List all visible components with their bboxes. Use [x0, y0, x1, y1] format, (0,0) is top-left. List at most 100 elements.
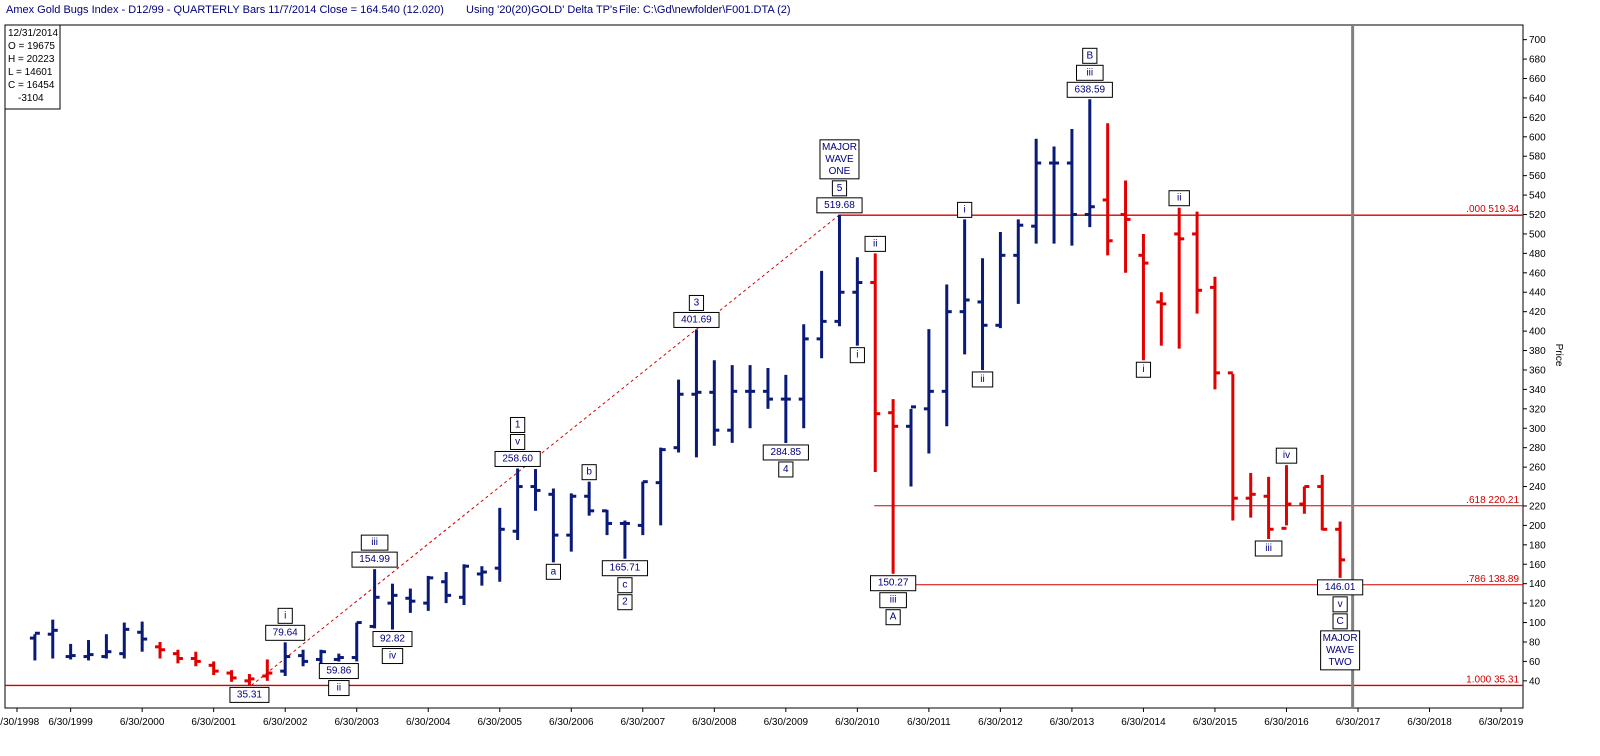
ohlc-bar — [548, 488, 559, 563]
ohlc-bar — [351, 621, 362, 662]
x-tick-label: 6/30/2019 — [1479, 717, 1524, 728]
wave-label: iii — [360, 534, 389, 551]
y-tick-label: 380 — [1529, 346, 1546, 357]
x-tick-label: 6/30/2002 — [263, 717, 308, 728]
wave-label: 3 — [688, 294, 705, 311]
wave-label-text: c — [622, 580, 627, 591]
wave-label: 4 — [778, 461, 794, 478]
ohlc-bar — [1299, 485, 1310, 514]
wave-label: ii — [1168, 190, 1190, 207]
y-tick-label: 120 — [1529, 599, 1546, 610]
wave-label: ii — [864, 235, 886, 252]
x-tick-label: 6/30/2011 — [907, 717, 951, 728]
wave-annotations: 35.3179.64i59.86ii154.99iii92.82iv258.60… — [229, 47, 1364, 703]
x-tick-label: 6/30/2018 — [1407, 717, 1452, 728]
y-tick-label: 680 — [1529, 55, 1546, 66]
wave-label: iii — [1076, 64, 1104, 81]
fibonacci-levels: .000 519.34 .618 220.21 .786 138.89 1.000 3… — [5, 204, 1523, 687]
ohlc-bar — [83, 640, 94, 661]
wave-label: 519.68 — [816, 197, 863, 214]
ohlc-bar — [1120, 180, 1131, 273]
ohlc-bar — [423, 575, 434, 611]
wave-label-text: 401.69 — [681, 314, 712, 325]
ohlc-bar — [745, 365, 756, 429]
wave-label-box — [831, 180, 848, 197]
wave-label-box — [277, 607, 293, 624]
wave-label-text: 258.60 — [502, 453, 533, 464]
ohlc-bar — [923, 329, 934, 454]
y-tick-label: 640 — [1529, 93, 1546, 104]
y-tick-label: 660 — [1529, 74, 1546, 85]
y-tick-label: 480 — [1529, 249, 1546, 260]
wave-label-box — [328, 680, 350, 697]
wave-label-box — [971, 371, 994, 388]
ohlc-bar — [1156, 292, 1167, 346]
wave-label-text: 4 — [783, 464, 789, 475]
ohlc-bar — [852, 257, 863, 346]
wave-label: i — [957, 201, 973, 218]
info-change: -3104 — [18, 93, 44, 104]
wave-label-box — [494, 450, 541, 467]
wave-label-box — [1275, 447, 1298, 464]
ohlc-bar — [977, 258, 988, 370]
ohlc-bar — [584, 481, 595, 516]
wave-label-box — [372, 631, 413, 648]
wave-label: iii — [1254, 540, 1283, 557]
wave-label-text: i — [284, 610, 286, 621]
y-tick-label: 600 — [1529, 132, 1546, 143]
ohlc-bar — [208, 661, 219, 676]
y-tick-label: 200 — [1529, 521, 1546, 532]
y-tick-label: 60 — [1529, 657, 1541, 668]
wave-label: v — [1332, 596, 1348, 613]
plot-area[interactable] — [4, 24, 1524, 709]
wave-label: A — [885, 609, 901, 626]
x-tick-label: 6/30/2008 — [692, 717, 737, 728]
wave-label-text: iii — [890, 595, 897, 606]
wave-label-text: TWO — [1328, 657, 1352, 668]
x-tick-label: 6/30/2009 — [764, 717, 809, 728]
wave-label-text: v — [515, 436, 520, 447]
y-tick-label: 420 — [1529, 307, 1546, 318]
fib-level-label: .000 519.34 — [1466, 204, 1519, 215]
ohlc-bar — [244, 674, 255, 686]
wave-label-box — [265, 624, 306, 641]
ohlc-bar — [137, 621, 148, 652]
ohlc-bar — [1138, 233, 1149, 361]
y-axis: Price 40 60 80 100 120 140 160 180 200 220 240 260 2… — [1523, 35, 1564, 687]
info-high: H = 20223 — [8, 54, 55, 65]
wave-label-box — [617, 594, 633, 611]
ohlc-bar — [476, 566, 487, 586]
ohlc-bar — [494, 507, 505, 582]
wave-label: iv — [1275, 447, 1298, 464]
wave-label-text: 1 — [515, 419, 521, 430]
wave-label-text: 165.71 — [610, 563, 641, 574]
ohlc-bar — [1245, 472, 1256, 518]
wave-label: 1 — [510, 416, 526, 433]
y-tick-label: 560 — [1529, 171, 1546, 182]
y-tick-label: 540 — [1529, 191, 1546, 202]
ohlc-bar — [333, 653, 344, 662]
wave-label-text: ii — [1177, 193, 1181, 204]
wave-label-box — [1317, 579, 1364, 596]
ohlc-bar — [798, 324, 809, 429]
wave-label-text: 5 — [837, 183, 843, 194]
wave-label-text: iv — [389, 651, 396, 662]
fib-level-label: .618 220.21 — [1466, 495, 1519, 506]
wave-label-text: i — [964, 204, 966, 215]
wave-label-text: 92.82 — [380, 634, 405, 645]
ohlc-bar — [530, 469, 541, 511]
wave-label: ii — [328, 680, 350, 697]
wave-label: B — [1082, 47, 1098, 64]
ohlc-bar — [1192, 211, 1203, 314]
y-tick-label: 460 — [1529, 268, 1546, 279]
wave-label-box — [581, 464, 597, 481]
y-tick-label: 440 — [1529, 288, 1546, 299]
x-tick-label: 6/30/2003 — [334, 717, 379, 728]
wave-label-box — [360, 534, 389, 551]
wave-label-box — [1332, 596, 1348, 613]
ohlc-bar — [1049, 146, 1060, 244]
x-tick-label: 6/30/2017 — [1336, 717, 1381, 728]
wave-label-text: 2 — [622, 597, 628, 608]
wave-label-box — [778, 461, 794, 478]
